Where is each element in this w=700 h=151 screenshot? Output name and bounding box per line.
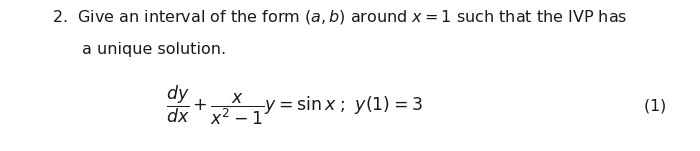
Text: 2.  Give an interval of the form $(a, b)$ around $x = 1$ such that the IVP has: 2. Give an interval of the form $(a, b)$… [52, 8, 628, 26]
Text: a unique solution.: a unique solution. [82, 42, 226, 57]
Text: $(1)$: $(1)$ [643, 97, 666, 115]
Text: $\dfrac{dy}{dx} + \dfrac{x}{x^2-1}y = \sin x\ ;\ y(1) = 3$: $\dfrac{dy}{dx} + \dfrac{x}{x^2-1}y = \s… [166, 84, 422, 127]
